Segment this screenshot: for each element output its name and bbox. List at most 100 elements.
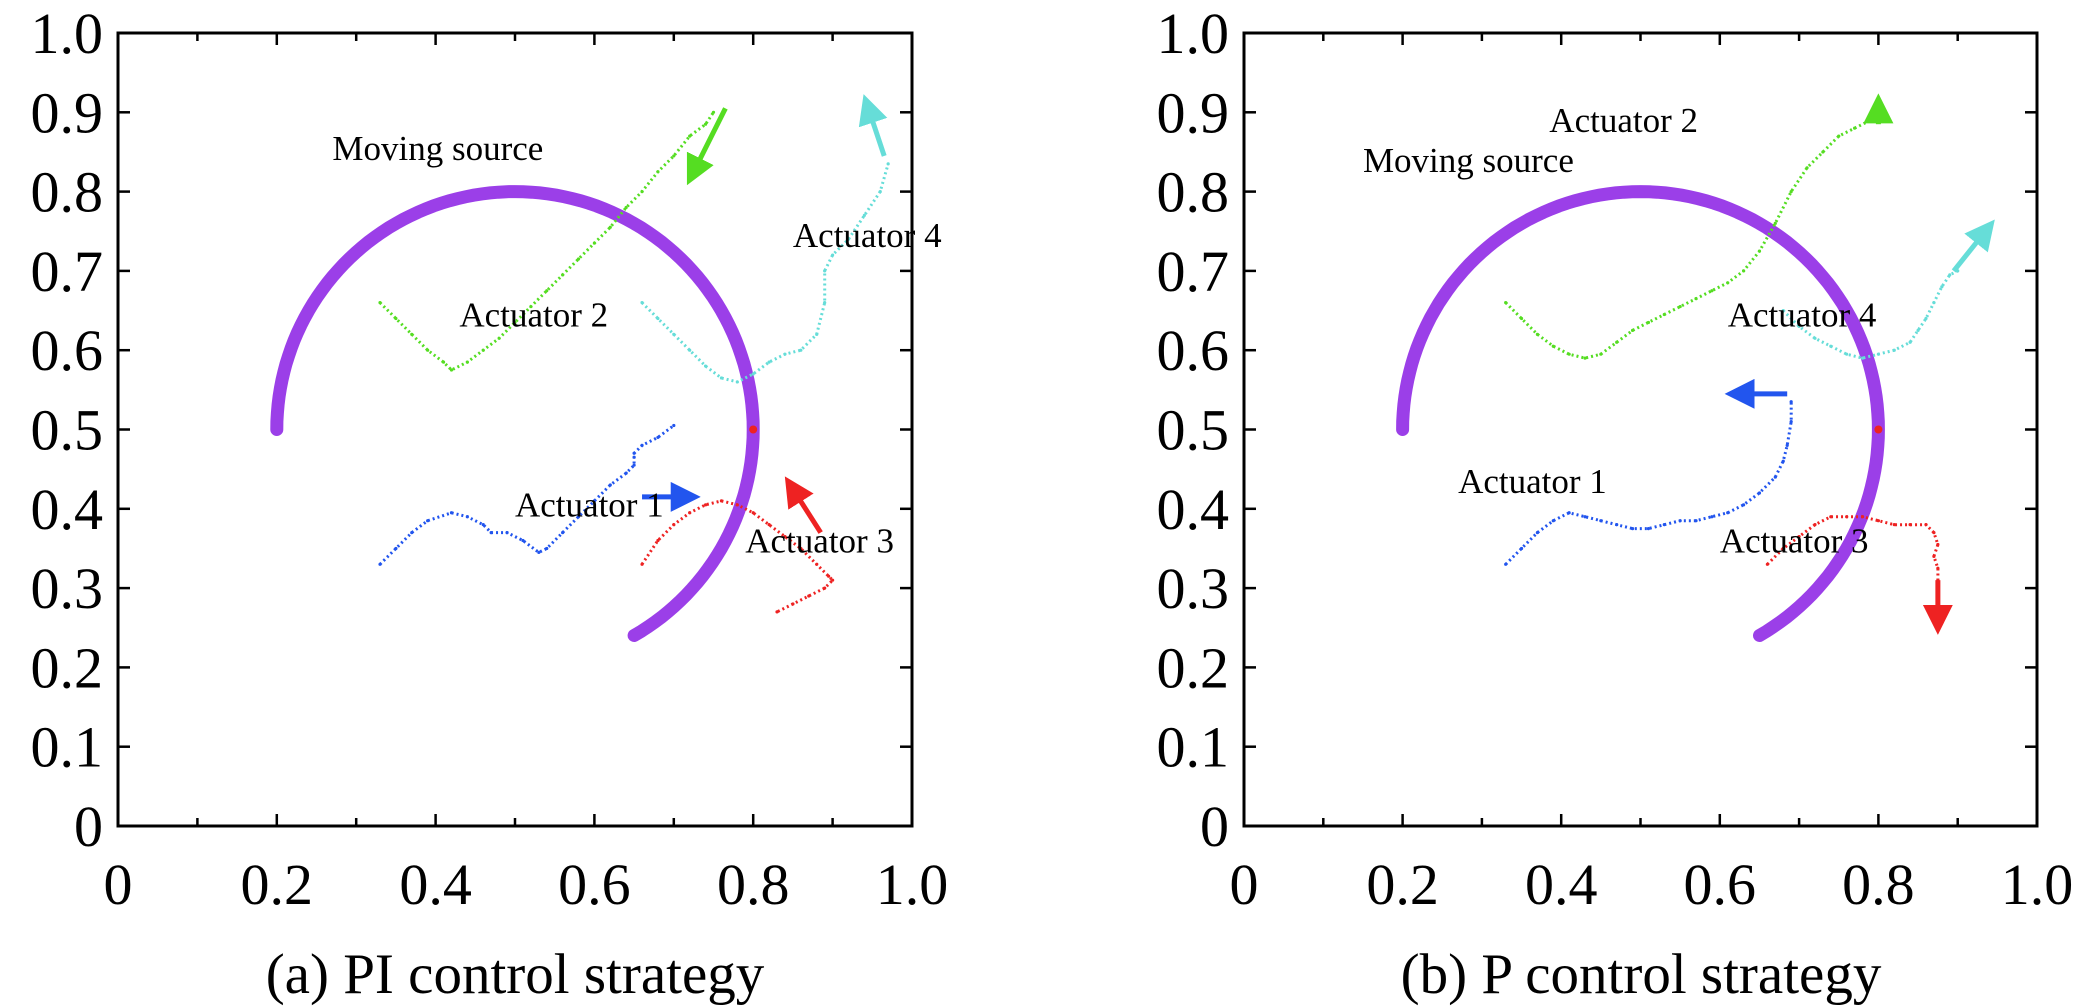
trajectory-point (1630, 527, 1635, 531)
moving-source-arc (1396, 185, 1885, 642)
trajectory-point (1805, 166, 1809, 170)
trajectory-point (1781, 546, 1785, 551)
trajectory-point (1662, 523, 1666, 527)
trajectory-point (1924, 316, 1928, 321)
trajectory-point (1813, 523, 1817, 527)
y-tick-label: 0.1 (31, 715, 104, 780)
trajectory-point (465, 515, 469, 519)
y-tick-label: 0.8 (31, 160, 104, 225)
y-tick-label: 0.6 (31, 318, 104, 383)
source-end-marker (1874, 425, 1883, 434)
trajectory-point (672, 423, 676, 428)
trajectory-point (831, 253, 835, 257)
trajectory-point (497, 336, 501, 340)
trajectory-point (1908, 523, 1912, 527)
trajectory-point (815, 332, 819, 336)
trajectory-point (751, 372, 755, 376)
trajectory-point (1876, 519, 1880, 523)
trajectory-point (1646, 527, 1651, 531)
trajectory-point (807, 594, 811, 598)
trajectory-point (1789, 190, 1793, 194)
trajectory-point (672, 154, 676, 158)
trajectory-point (394, 546, 398, 551)
panel-p-control: 0 0.1 0.2 0.3 0.4 0.5 0.6 0.7 0.8 0.9 1.0 0 0.2 0.4 0.… (1157, 1, 2074, 1006)
trajectory-point (449, 368, 454, 372)
y-tick-label: 0.7 (1157, 239, 1230, 304)
trajectory-point (378, 562, 382, 566)
direction-arrow-actuator-4 (858, 94, 888, 157)
y-tick-label: 0.7 (31, 239, 104, 304)
trajectory-actuator-1 (378, 424, 675, 566)
trajectory-point (823, 269, 827, 273)
moving-source-arc (270, 185, 760, 642)
y-tick-label: 0.4 (31, 477, 104, 542)
x-tick-label: 0.6 (1684, 852, 1757, 917)
y-tick-label: 0.5 (1157, 398, 1230, 463)
trajectory-point (799, 348, 803, 352)
trajectory-point (703, 503, 708, 507)
trajectory-point (862, 213, 866, 217)
y-tick-label: 0 (74, 794, 103, 859)
y-tick-label: 0.2 (31, 635, 104, 700)
moving-source-label: Moving source (1363, 141, 1574, 180)
trajectory-point (688, 511, 692, 515)
trajectory-point (441, 360, 446, 364)
trajectory-point (1662, 312, 1666, 317)
trajectory-point (410, 530, 414, 535)
trajectory-point (703, 364, 708, 368)
trajectory-point (767, 360, 771, 364)
trajectory-point (1694, 519, 1698, 523)
direction-arrow-actuator-4 (1951, 219, 1995, 273)
trajectory-point (1741, 503, 1746, 507)
y-tick-label: 0.9 (1157, 80, 1230, 145)
trajectory-point (886, 162, 890, 166)
trajectory-point (545, 289, 549, 293)
trajectory-point (632, 455, 636, 459)
trajectory-point (640, 443, 644, 447)
trajectory-point (672, 523, 676, 527)
trajectory-point (1932, 301, 1936, 305)
actuator-4-label: Actuator 4 (1728, 295, 1877, 334)
trajectory-point (1710, 289, 1714, 293)
trajectory-point (703, 122, 708, 126)
trajectory-point (1837, 134, 1841, 138)
trajectory-point (1892, 348, 1896, 352)
actuator-3-label: Actuator 3 (1720, 521, 1869, 560)
actuator-2-label: Actuator 2 (1549, 101, 1698, 140)
trajectory-point (1726, 511, 1730, 515)
trajectory-point (465, 360, 469, 364)
y-tick-label: 0.1 (1157, 715, 1230, 780)
trajectory-point (1504, 562, 1508, 566)
trajectory-point (632, 451, 636, 455)
trajectory-point (505, 530, 509, 535)
panel-pi-control: 0 0.1 0.2 0.3 0.4 0.5 0.6 0.7 0.8 0.9 1.0 0 0.2 0.4 0.… (31, 1, 949, 1006)
x-tick-label: 0 (104, 852, 133, 917)
trajectory-point (688, 348, 692, 352)
trajectory-actuator-3 (1766, 515, 1940, 581)
trajectory-point (1757, 491, 1762, 495)
trajectory-point (1535, 332, 1540, 336)
x-tick-label: 0.2 (1366, 852, 1439, 917)
trajectory-point (640, 562, 644, 566)
trajectory-point (1868, 118, 1873, 122)
x-tick-label: 0.4 (1525, 852, 1598, 917)
trajectory-point (791, 602, 795, 606)
trajectory-point (1519, 546, 1524, 551)
trajectory-point (1583, 515, 1587, 519)
y-tick-label: 0.3 (31, 556, 104, 621)
direction-arrow-actuator-3 (784, 476, 823, 534)
trajectory-point (608, 483, 612, 487)
trajectory-point (878, 190, 882, 194)
trajectory-point (735, 380, 739, 384)
trajectory-point (1789, 400, 1793, 404)
trajectory-point (1519, 316, 1524, 321)
trajectory-point (624, 471, 628, 475)
y-tick-label: 1.0 (31, 1, 104, 66)
trajectory-point (410, 332, 414, 336)
trajectory-point (1789, 419, 1793, 424)
trajectory-point (1551, 519, 1555, 523)
trajectory-point (783, 352, 787, 356)
actuator-1-label: Actuator 1 (515, 486, 664, 525)
x-tick-label: 1.0 (2001, 852, 2074, 917)
trajectory-point (1710, 515, 1714, 519)
